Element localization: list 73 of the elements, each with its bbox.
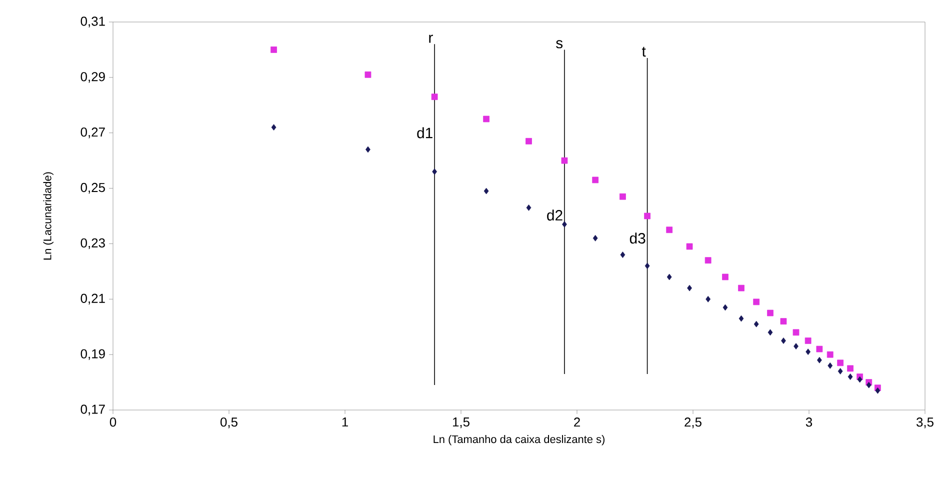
y-tick-label: 0,27 [80, 128, 105, 138]
point [804, 338, 812, 344]
point [366, 146, 370, 153]
point [666, 274, 672, 280]
x-axis-title: Ln (Tamanho da caixa deslizante s) [434, 435, 604, 446]
x-tick-label: 0,5 [220, 418, 238, 428]
point [706, 296, 711, 302]
y-tick-label: 0,29 [80, 72, 105, 83]
x-tick-label: 0 [110, 418, 116, 427]
point [526, 204, 532, 211]
point [270, 46, 277, 53]
y-axis-title: Ln (Lacunaridade) [43, 172, 54, 260]
x-tick-label: 1,5 [452, 418, 470, 428]
point [768, 329, 773, 336]
point [817, 356, 822, 364]
y-tick-label: 0,31 [80, 16, 105, 28]
point [780, 318, 787, 324]
point [364, 71, 372, 78]
point [838, 368, 843, 374]
point [781, 338, 786, 344]
y-tick-label: 0,21 [80, 294, 105, 304]
series-label: t [642, 46, 646, 57]
point [848, 374, 853, 380]
point [666, 226, 673, 234]
point [792, 329, 800, 336]
point [562, 221, 567, 228]
point [722, 304, 728, 311]
annotation: d2 [547, 210, 562, 221]
annotation: d3 [630, 232, 646, 244]
point [484, 188, 489, 194]
point [644, 262, 650, 270]
x-tick-label: 3 [806, 418, 812, 427]
point [857, 376, 862, 383]
x-tick-label: 2 [574, 418, 580, 427]
point [431, 94, 438, 100]
point [828, 362, 833, 369]
point [794, 343, 798, 350]
point [620, 252, 626, 258]
point [526, 138, 532, 144]
point [704, 257, 712, 264]
annotation: d1 [417, 127, 432, 138]
point [644, 212, 650, 220]
point [753, 298, 760, 306]
x-tick-label: 2,5 [684, 418, 702, 428]
y-tick-label: 0,17 [80, 404, 105, 416]
point [561, 157, 568, 164]
point [738, 315, 744, 322]
point [738, 284, 744, 292]
point [767, 310, 774, 316]
point [592, 176, 599, 184]
point [816, 346, 823, 352]
x-tick-label: 1 [342, 418, 348, 426]
point [806, 348, 811, 355]
point [847, 365, 854, 372]
point [592, 234, 598, 242]
series-label: r [429, 34, 433, 43]
point [875, 387, 880, 394]
y-tick-label: 0,19 [80, 349, 105, 360]
point [837, 360, 844, 366]
point [432, 168, 437, 175]
point [722, 274, 728, 280]
x-tick-label: 3,5 [916, 418, 934, 428]
point [620, 193, 626, 200]
point [483, 116, 490, 122]
point [754, 320, 759, 328]
point [271, 124, 276, 130]
y-tick-label: 0,23 [80, 238, 105, 250]
series-label: s [556, 40, 563, 48]
point [826, 351, 834, 358]
point [686, 243, 693, 250]
point [866, 382, 872, 388]
point [687, 284, 692, 292]
y-tick-label: 0,25 [80, 182, 105, 194]
